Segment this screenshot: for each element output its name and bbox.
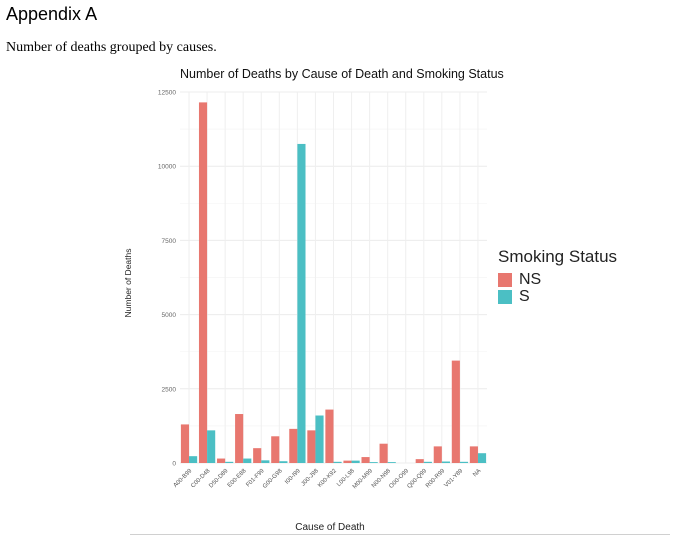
bar-s-r00-r99	[441, 461, 450, 463]
x-tick-label: D50-D89	[208, 468, 230, 490]
x-tick-label: M00-M99	[352, 468, 375, 491]
bar-s-q00-q99	[423, 461, 432, 463]
bar-s-f01-f99	[261, 460, 270, 463]
bar-ns-j00-j98	[307, 430, 316, 463]
appendix-heading: Appendix A	[6, 4, 98, 24]
y-tick-label: 12500	[158, 90, 176, 97]
bar-s-a00-b99	[189, 456, 198, 463]
bar-s-n00-n98	[387, 462, 396, 463]
bar-ns-c00-d48	[198, 102, 208, 463]
bar-s-d50-d89	[225, 461, 234, 463]
bar-ns-n00-n98	[379, 443, 388, 463]
bar-ns-l00-l98	[343, 460, 352, 463]
x-axis-label: Cause of Death	[295, 522, 365, 533]
bar-ns-na	[469, 446, 478, 463]
x-tick-label: G00-G98	[262, 468, 284, 490]
x-tick-label: V01-Y89	[444, 468, 465, 489]
bar-s-c00-d48	[207, 430, 216, 463]
legend: Smoking Status NS S	[498, 247, 617, 305]
legend-item-ns: NS	[498, 271, 617, 288]
page-divider	[130, 534, 670, 535]
bar-ns-i00-i99	[289, 428, 298, 463]
legend-label-ns: NS	[519, 270, 542, 288]
y-axis-label: Number of Deaths	[123, 249, 133, 318]
bar-ns-a00-b99	[180, 424, 190, 463]
bar-s-na	[477, 453, 487, 463]
y-tick-label: 0	[172, 461, 176, 468]
bar-ns-d50-d89	[217, 458, 226, 463]
x-tick-label: NA	[472, 468, 482, 478]
x-tick-label: E00-E88	[227, 468, 248, 489]
bar-s-v01-y89	[459, 461, 469, 463]
bar-s-g00-g98	[279, 461, 288, 463]
legend-key-ns	[498, 272, 512, 287]
bar-s-i00-i99	[297, 143, 306, 463]
bar-ns-r00-r99	[433, 446, 442, 463]
x-tick-label: R00-R99	[425, 468, 447, 490]
legend-title: Smoking Status	[498, 247, 618, 266]
bar-s-l00-l98	[351, 460, 360, 463]
bar-ns-k00-k92	[325, 409, 334, 463]
bar-ns-m00-m99	[361, 457, 370, 463]
bar-s-m00-m99	[369, 462, 378, 463]
bar-s-e00-e88	[243, 458, 252, 463]
chart-title: Number of Deaths by Cause of Death and S…	[180, 67, 504, 81]
bar-ns-v01-y89	[451, 360, 460, 463]
legend-key-s	[498, 289, 512, 304]
legend-item-s: S	[498, 288, 617, 305]
y-tick-label: 5000	[162, 312, 177, 319]
bar-ns-e00-e88	[235, 414, 244, 463]
y-tick-label: 7500	[162, 238, 177, 245]
figure-caption: Number of deaths grouped by causes.	[6, 40, 217, 55]
y-tick-label: 2500	[162, 386, 177, 393]
bar-s-k00-k92	[333, 461, 342, 463]
y-tick-label: 10000	[158, 164, 176, 171]
bar-s-j00-j98	[315, 415, 324, 463]
bar-ns-g00-g98	[271, 436, 280, 463]
bar-ns-q00-q99	[415, 459, 424, 463]
legend-label-s: S	[519, 287, 530, 305]
bar-ns-f01-f99	[253, 448, 262, 463]
x-tick-label: K00-K92	[317, 468, 338, 489]
